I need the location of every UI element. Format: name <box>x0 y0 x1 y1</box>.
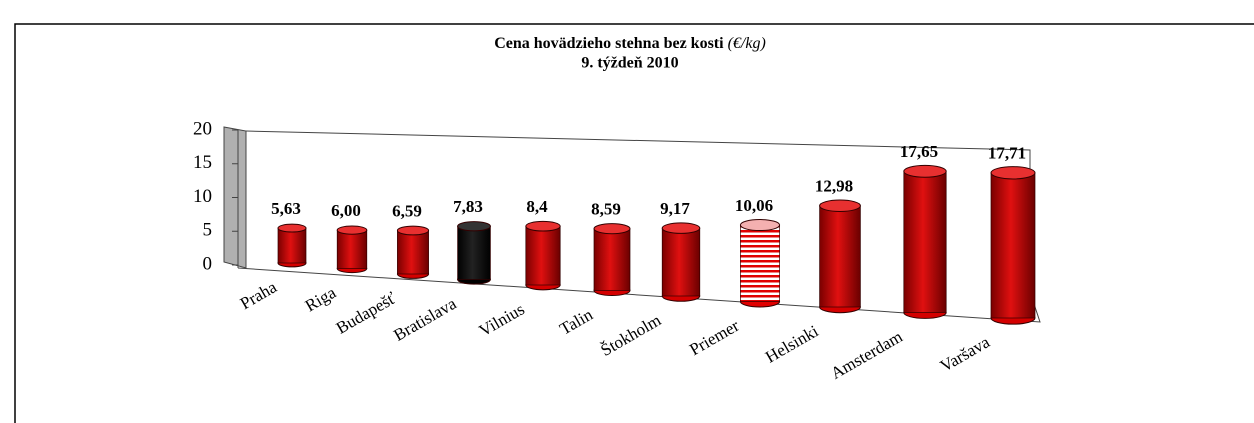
value-label: 17,65 <box>900 142 938 161</box>
y-tick-label: 0 <box>203 253 213 274</box>
value-label: 6,59 <box>392 201 422 220</box>
y-tick-label: 20 <box>193 118 212 139</box>
bar-top <box>903 164 947 178</box>
value-label: 8,4 <box>526 197 548 216</box>
bar-top <box>593 223 631 235</box>
bar <box>336 229 368 269</box>
bar <box>819 205 861 308</box>
bar-top <box>739 219 781 232</box>
bar <box>277 227 307 264</box>
bar-top <box>336 225 368 235</box>
bar <box>397 230 429 275</box>
y-tick-label: 10 <box>193 186 212 207</box>
bar-top <box>396 225 430 236</box>
value-label: 6,00 <box>331 201 361 220</box>
x-tick-label: Štokholm <box>597 310 664 360</box>
value-label: 8,59 <box>591 200 621 219</box>
x-tick-label: Varšava <box>937 332 993 376</box>
value-label: 5,63 <box>271 199 301 218</box>
value-label: 17,71 <box>988 144 1026 163</box>
bar-top <box>277 223 307 233</box>
value-label: 10,06 <box>735 196 773 215</box>
chart-subtitle: 9. týždeň 2010 <box>581 55 678 72</box>
bar <box>661 227 701 297</box>
bar-top <box>661 222 701 234</box>
bar-top <box>525 220 561 232</box>
x-tick-label: Talin <box>556 305 596 339</box>
x-tick-label: Amsterdam <box>828 327 906 383</box>
value-label: 12,98 <box>815 177 853 196</box>
x-tick-label: Vilnius <box>476 299 528 340</box>
x-tick-label: Bratislava <box>390 294 460 345</box>
x-tick-label: Budapešť <box>333 288 399 337</box>
bar-top <box>819 199 861 212</box>
bar-top <box>990 166 1036 180</box>
bar <box>740 224 780 302</box>
bar <box>525 225 561 286</box>
bar <box>593 228 631 291</box>
chart-title: Cena hovädzieho stehna bez kosti (€/kg) <box>494 35 766 52</box>
bar <box>457 225 491 280</box>
x-tick-label: Helsinki <box>762 321 822 366</box>
value-label: 9,17 <box>660 199 690 218</box>
x-tick-label: Riga <box>302 283 340 316</box>
y-tick-label: 15 <box>193 152 212 173</box>
bar-top <box>457 221 491 232</box>
bar <box>990 172 1036 319</box>
frame <box>14 23 1254 423</box>
x-tick-label: Praha <box>237 277 280 313</box>
x-tick-label: Priemer <box>686 316 742 360</box>
value-label: 7,83 <box>453 197 483 216</box>
y-tick-label: 5 <box>203 220 213 241</box>
bar <box>903 170 947 313</box>
